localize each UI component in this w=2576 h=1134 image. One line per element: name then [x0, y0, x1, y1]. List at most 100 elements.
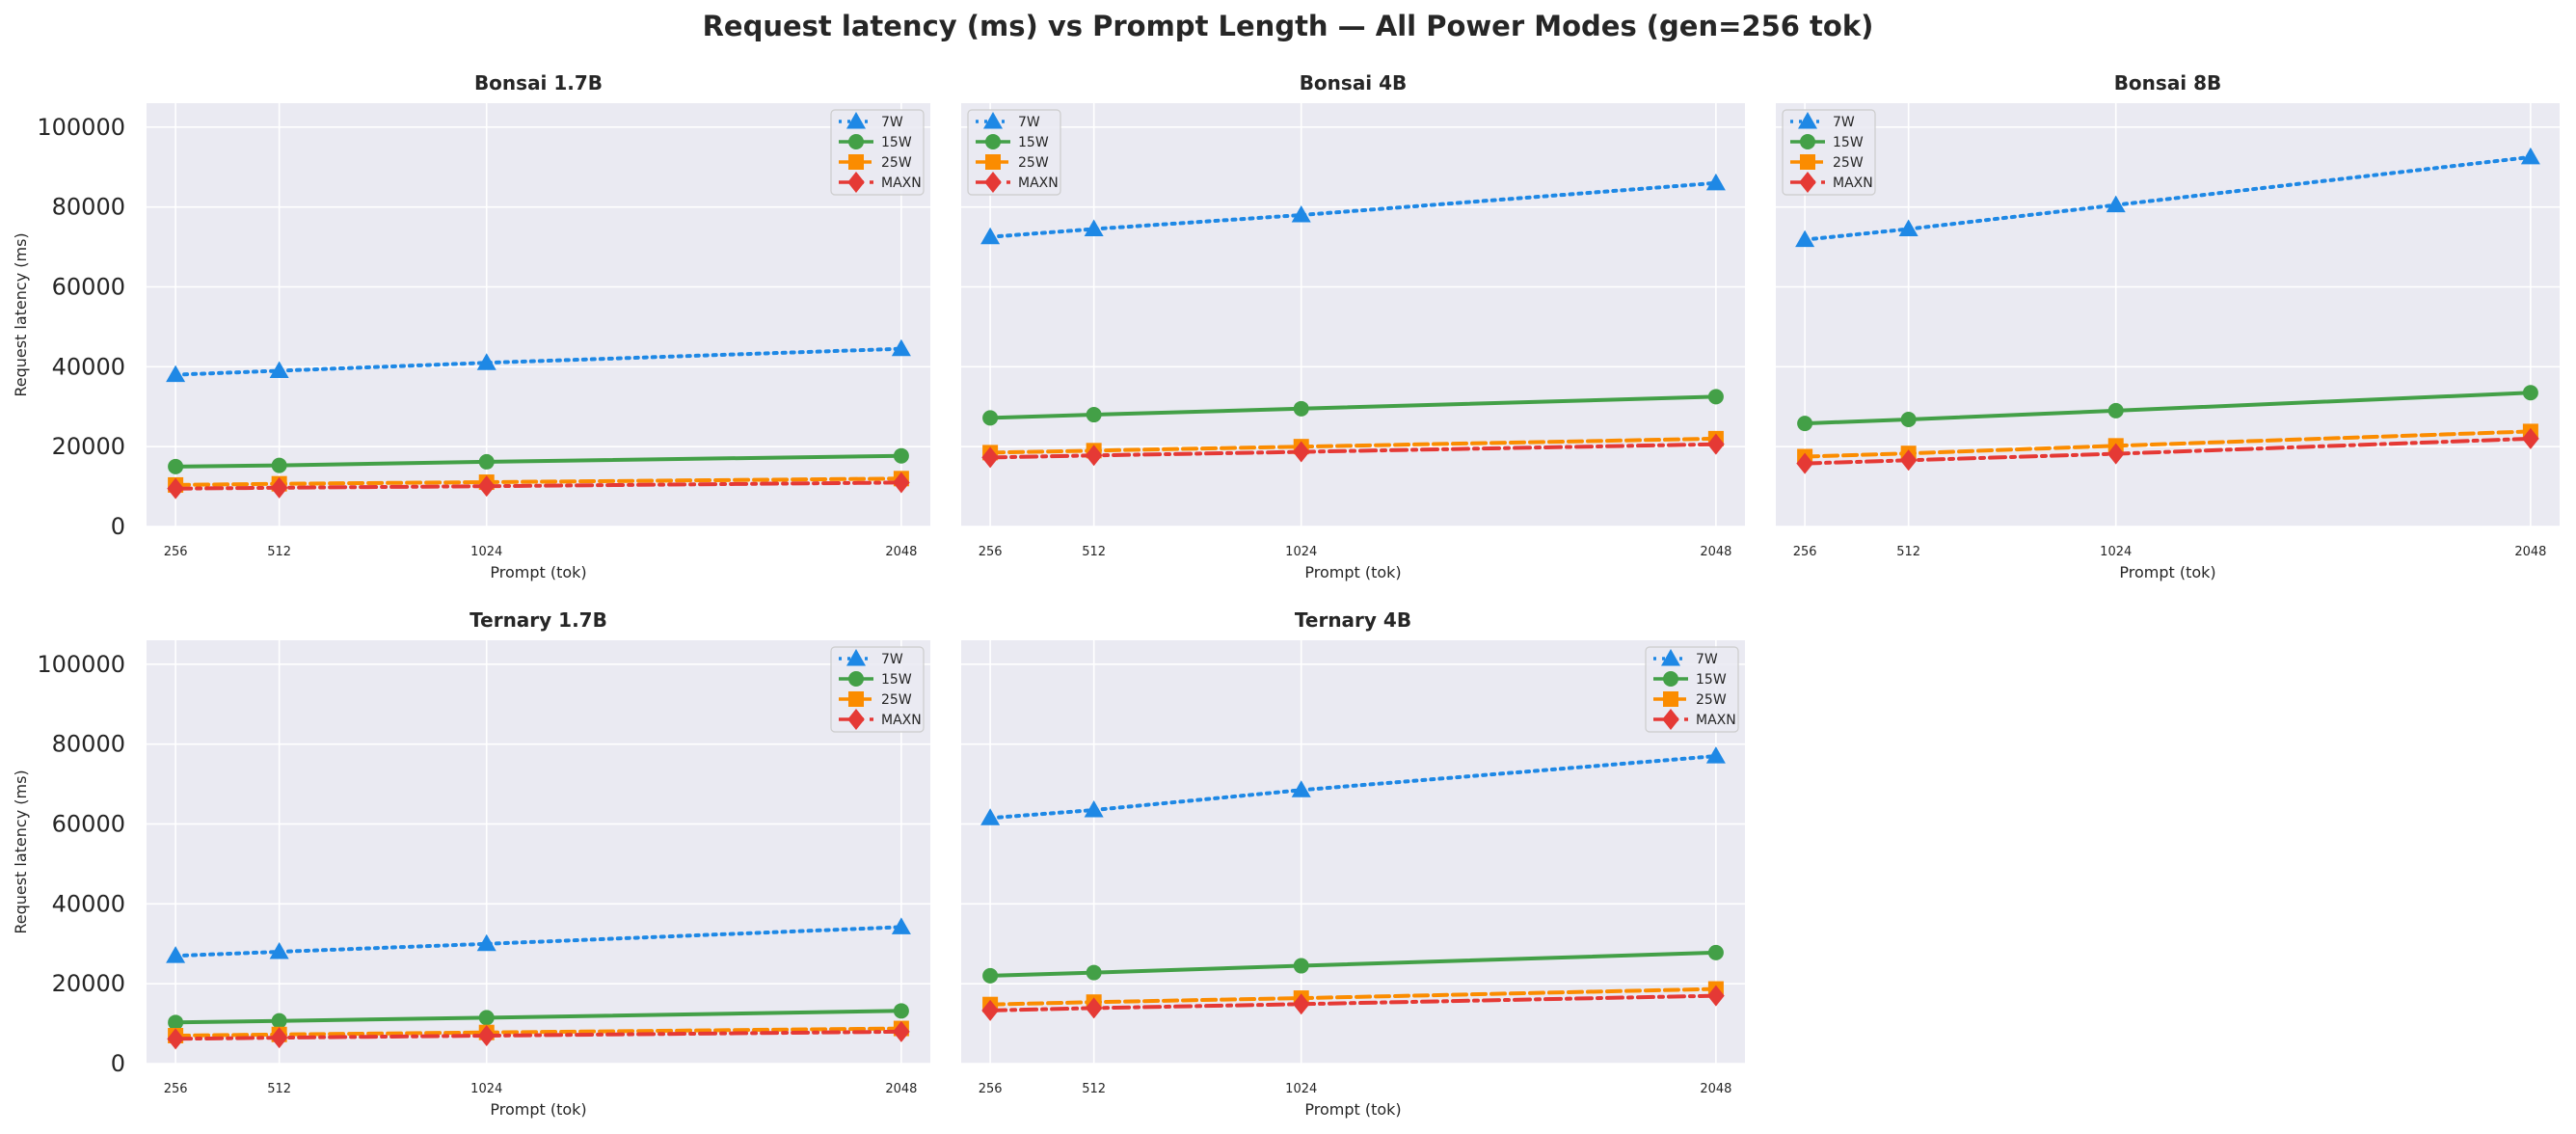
series-line-25w	[988, 436, 1718, 455]
series-line-25w	[1803, 429, 2533, 459]
y-tick-label: 100000	[37, 651, 125, 678]
point-15w	[1900, 412, 1917, 428]
series-line-25w	[174, 476, 903, 487]
point-maxn	[1796, 452, 1813, 474]
point-7w	[1795, 230, 1815, 248]
point-maxn	[1292, 441, 1310, 463]
legend-label-25w: 25W	[881, 155, 912, 171]
legend: 7W 15W 25W MAXN	[967, 109, 1061, 196]
point-7w	[166, 946, 186, 963]
legend-marker-15w	[848, 671, 864, 687]
plot-area	[961, 640, 1745, 1064]
x-axis-label: Prompt (tok)	[490, 1100, 586, 1119]
point-15w	[478, 1010, 495, 1026]
point-15w	[1707, 389, 1724, 405]
legend: 7W 15W 25W MAXN	[830, 109, 925, 196]
x-tick-label: 2048	[1700, 1082, 1731, 1096]
series-line-7w	[174, 925, 903, 958]
point-15w	[2522, 385, 2538, 401]
point-7w	[1898, 219, 1919, 236]
legend-marker-7w	[1661, 649, 1680, 666]
point-maxn	[167, 1028, 184, 1050]
legend-box	[1782, 109, 1876, 196]
series-line-maxn	[988, 442, 1718, 460]
point-7w	[1291, 780, 1311, 797]
x-tick-label: 256	[1793, 545, 1817, 559]
panel-ternary-4b: 256 512 1024 2048 Ternary 4B Prompt (tok) 7W 15…	[961, 608, 1745, 1119]
x-tick-label: 2048	[2514, 545, 2546, 559]
legend-label-25w: 25W	[1018, 155, 1049, 171]
series-line-maxn	[988, 993, 1718, 1012]
x-tick-label: 2048	[1700, 545, 1731, 559]
point-15w	[1797, 416, 1813, 432]
legend-marker-25w	[1663, 691, 1678, 707]
point-7w	[980, 808, 1001, 825]
series-line-15w	[988, 950, 1718, 978]
y-tick-label: 20000	[52, 970, 125, 997]
legend-marker-25w	[985, 154, 1001, 170]
point-7w	[476, 933, 496, 952]
y-tick-label: 100000	[37, 114, 125, 141]
point-15w	[271, 457, 287, 473]
point-maxn	[1085, 997, 1103, 1019]
x-tick-label: 256	[979, 545, 1003, 559]
point-maxn	[1899, 449, 1918, 472]
series-line-7w	[988, 754, 1718, 821]
panel-title: Bonsai 4B	[1300, 71, 1408, 94]
series-line-25w	[988, 986, 1718, 1007]
point-15w	[271, 1012, 287, 1029]
series-line-maxn	[1803, 436, 2533, 466]
figure-title: Request latency (ms) vs Prompt Length — …	[703, 10, 1874, 42]
point-15w	[168, 458, 184, 474]
point-maxn	[893, 472, 910, 494]
legend-label-15w: 15W	[1018, 135, 1049, 150]
series-maxn	[1796, 427, 2539, 474]
point-7w	[1084, 800, 1104, 818]
legend-marker-7w	[846, 112, 866, 129]
legend-marker-25w	[848, 691, 864, 707]
y-axis-label: Request latency (ms)	[12, 770, 30, 933]
x-tick-label: 512	[1896, 545, 1920, 559]
legend-marker-maxn	[847, 709, 865, 730]
legend-label-25w: 25W	[881, 692, 912, 708]
legend-label-25w: 25W	[1696, 692, 1727, 708]
legend-marker-maxn	[984, 172, 1002, 193]
legend-marker-15w	[848, 134, 864, 149]
legend-marker-15w	[985, 134, 1001, 149]
legend-box	[830, 109, 925, 196]
point-7w	[1291, 204, 1311, 223]
point-7w	[269, 361, 289, 378]
legend-label-maxn: MAXN	[1018, 176, 1059, 191]
point-maxn	[1707, 433, 1725, 455]
point-15w	[2107, 402, 2124, 418]
x-axis-label: Prompt (tok)	[1304, 1100, 1401, 1119]
x-axis-label: Prompt (tok)	[1304, 563, 1401, 581]
panel-title: Ternary 1.7B	[470, 608, 607, 632]
y-tick-label: 80000	[52, 194, 125, 221]
legend-box	[1645, 646, 1739, 733]
y-tick-label: 60000	[52, 274, 125, 301]
point-maxn	[893, 1020, 910, 1042]
plot-area	[147, 103, 930, 526]
point-7w	[1705, 173, 1726, 191]
legend-marker-7w	[1798, 112, 1817, 129]
point-15w	[478, 453, 495, 470]
legend-label-maxn: MAXN	[1833, 176, 1873, 191]
series-line-15w	[174, 453, 903, 469]
x-tick-label: 256	[164, 545, 188, 559]
panel-bonsai-8b: 256 512 1024 2048 Bonsai 8B Prompt (tok) 7W 15W…	[1776, 71, 2560, 581]
legend-marker-15w	[1663, 671, 1678, 687]
y-tick-label: 40000	[52, 353, 125, 380]
x-tick-label: 256	[979, 1082, 1003, 1096]
legend-marker-maxn	[847, 172, 865, 193]
point-maxn	[167, 477, 184, 500]
legend-label-7w: 7W	[1833, 115, 1855, 130]
panel-bonsai-1-7b: 0 20000 40000 60000 80000 100000 256 512 1024 204…	[12, 71, 930, 581]
point-maxn	[1707, 985, 1725, 1007]
point-7w	[1084, 219, 1104, 236]
y-tick-label: 0	[111, 513, 125, 540]
point-7w	[269, 942, 289, 959]
x-tick-label: 512	[267, 1082, 291, 1096]
point-7w	[2520, 147, 2540, 165]
